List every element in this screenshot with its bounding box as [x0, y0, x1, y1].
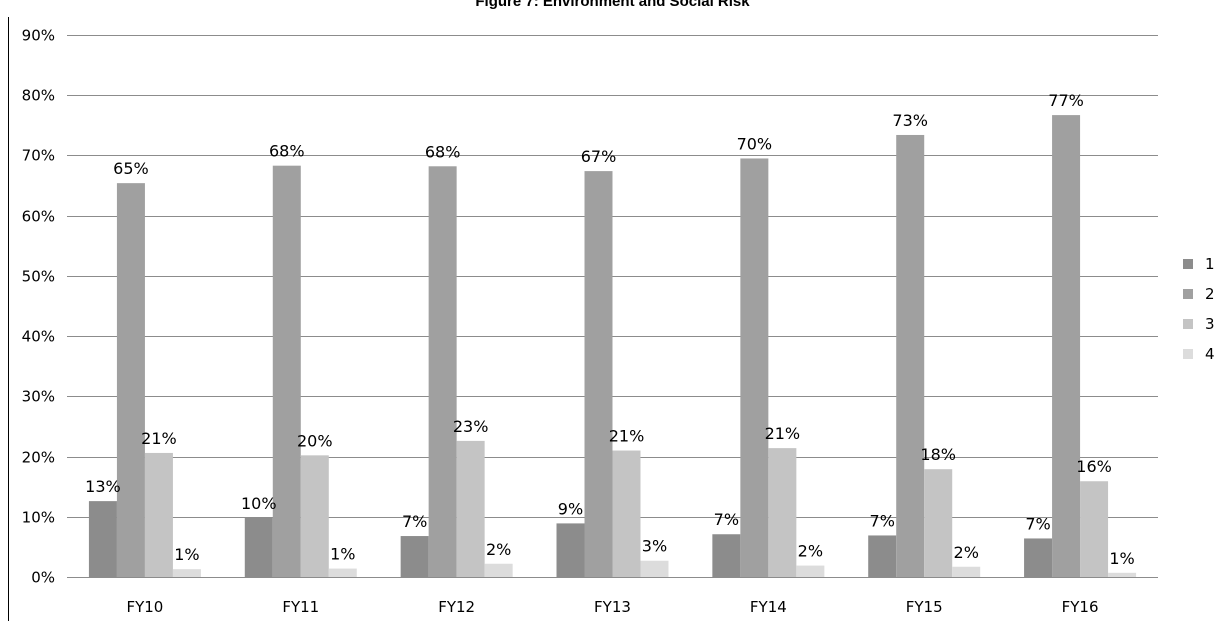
bar: [952, 566, 981, 577]
legend-label: 1: [1205, 255, 1215, 273]
bar: [88, 501, 117, 577]
y-tick-label: 40%: [22, 328, 55, 346]
legend-label: 2: [1205, 285, 1215, 303]
legend-swatch: [1183, 319, 1193, 329]
legend: 1 2 3 4: [1183, 255, 1215, 363]
data-label: 73%: [892, 111, 928, 130]
bar: [584, 171, 613, 577]
bar: [328, 568, 357, 577]
bar: [924, 469, 953, 577]
y-tick-label: 60%: [22, 208, 55, 226]
bar: [456, 440, 485, 577]
data-label: 7%: [402, 512, 427, 531]
data-label: 21%: [141, 429, 177, 448]
bar: [768, 448, 797, 577]
y-tick-label: 80%: [22, 87, 55, 105]
bar: [144, 452, 173, 577]
bar: [484, 563, 513, 577]
data-label: 1%: [1109, 549, 1134, 568]
data-label: 21%: [609, 427, 645, 446]
bar: [1024, 538, 1053, 577]
data-label: 70%: [737, 134, 773, 153]
bar: [896, 134, 925, 578]
data-label: 20%: [297, 431, 333, 450]
bar: [868, 535, 897, 577]
bar: [272, 165, 301, 577]
x-tick-label: FY12: [438, 598, 475, 616]
data-label: 67%: [581, 147, 617, 166]
y-tick-label: 10%: [22, 509, 55, 527]
bar: [796, 565, 825, 577]
y-tick-label: 90%: [22, 27, 55, 45]
data-label: 3%: [642, 537, 667, 556]
legend-swatch: [1183, 349, 1193, 359]
bar: [1108, 572, 1137, 577]
y-tick-label: 30%: [22, 388, 55, 406]
legend-swatch: [1183, 289, 1193, 299]
data-label: 1%: [330, 545, 355, 564]
bar: [300, 455, 329, 577]
bar: [1052, 115, 1081, 578]
data-label: 7%: [870, 511, 895, 530]
x-tick-label: FY15: [906, 598, 943, 616]
bar: [244, 517, 273, 577]
data-labels: 13% 65% 21% 1% 10% 68% 20% 1% 7% 68% 23% 2% 9% 67% 21%…: [85, 91, 1135, 568]
bar: [400, 536, 429, 577]
x-axis-ticks: FY10 FY11 FY12 FY13 FY14 FY15 FY16: [67, 577, 1158, 616]
x-tick-label: FY13: [594, 598, 631, 616]
data-label: 1%: [174, 545, 199, 564]
bar: [116, 183, 145, 577]
y-tick-label: 50%: [22, 268, 55, 286]
data-label: 10%: [241, 494, 277, 513]
legend-swatch: [1183, 259, 1193, 269]
data-label: 7%: [714, 510, 739, 529]
data-label: 16%: [1076, 457, 1112, 476]
data-label: 7%: [1025, 514, 1050, 533]
data-label: 18%: [920, 445, 956, 464]
bar: [428, 166, 457, 578]
bar: [712, 534, 741, 577]
bar: [172, 569, 201, 577]
y-tick-label: 70%: [22, 147, 55, 165]
bar: [740, 158, 769, 577]
data-label: 23%: [453, 417, 489, 436]
bar: [612, 450, 641, 577]
x-tick-label: FY11: [282, 598, 319, 616]
data-label: 68%: [425, 142, 461, 161]
data-label: 9%: [558, 499, 583, 518]
bar: [1080, 481, 1109, 577]
data-label: 77%: [1048, 91, 1084, 110]
x-tick-label: FY10: [126, 598, 163, 616]
y-axis-ticks: 0% 10% 20% 30% 40% 50% 60% 70% 80% 90%: [22, 27, 55, 587]
data-label: 2%: [486, 540, 511, 559]
bar: [556, 523, 585, 577]
bar: [640, 560, 669, 577]
bars: [88, 115, 1137, 578]
legend-label: 4: [1205, 345, 1215, 363]
legend-label: 3: [1205, 315, 1215, 333]
x-tick-label: FY14: [750, 598, 787, 616]
y-tick-label: 20%: [22, 449, 55, 467]
data-label: 13%: [85, 477, 121, 496]
data-label: 21%: [765, 424, 801, 443]
data-label: 68%: [269, 142, 305, 161]
data-label: 65%: [113, 159, 149, 178]
chart-title: Figure 7: Environment and Social Risk: [475, 0, 750, 10]
y-tick-label: 0%: [31, 569, 55, 587]
data-label: 2%: [798, 542, 823, 561]
data-label: 2%: [954, 543, 979, 562]
x-tick-label: FY16: [1062, 598, 1099, 616]
